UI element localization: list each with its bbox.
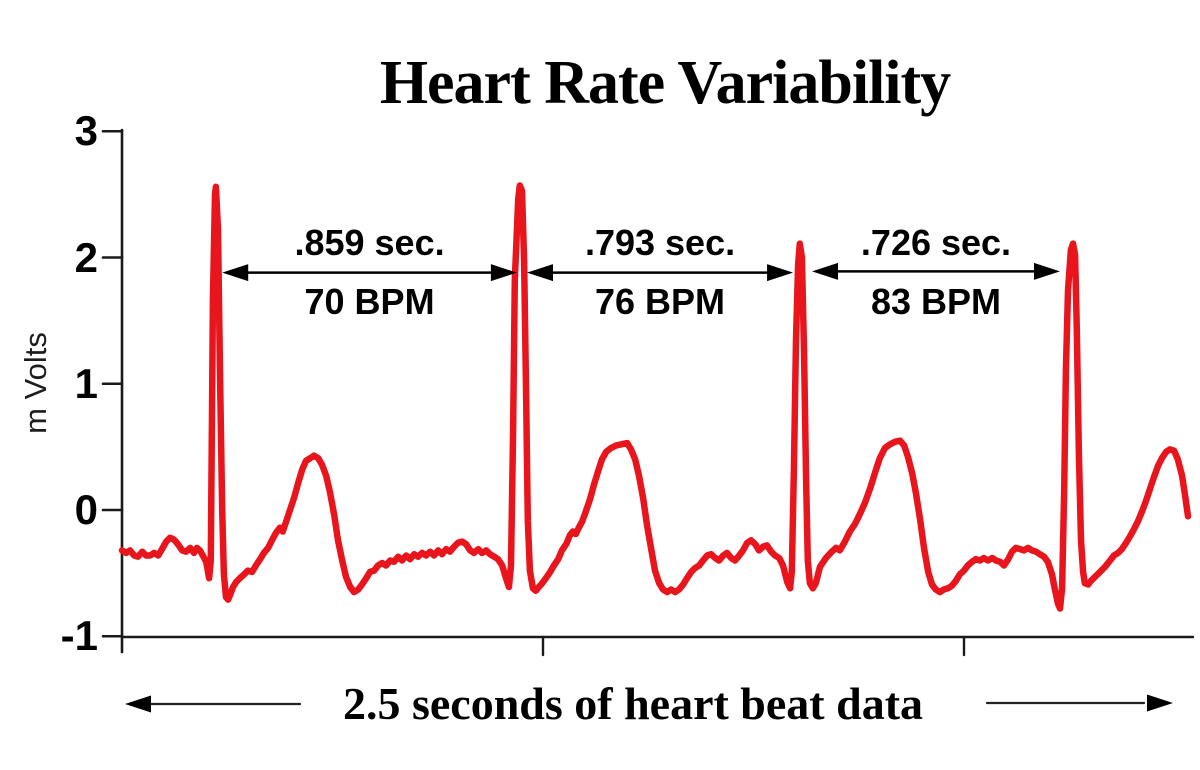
y-tick-label-1: 1 <box>74 359 98 407</box>
chart-title: Heart Rate Variability <box>379 49 951 117</box>
interval-sec-label: .726 sec. <box>860 222 1012 263</box>
y-tick-label-2: 2 <box>74 233 98 281</box>
bottom-left-arrow-head <box>125 695 151 713</box>
interval-sec-label: .859 sec. <box>294 222 445 263</box>
x-axis-caption: 2.5 seconds of heart beat data <box>342 678 924 729</box>
y-tick-label-3: 3 <box>74 107 98 155</box>
ecg-trace <box>118 182 1192 612</box>
interval-bpm-label: 76 BPM <box>595 281 726 322</box>
y-tick-label--1: -1 <box>60 612 98 660</box>
interval-bpm-label: 83 BPM <box>870 281 1002 322</box>
interval-bpm-label: 70 BPM <box>304 281 435 322</box>
bottom-right-arrow-head <box>1147 694 1173 712</box>
interval-arrow-heads <box>812 262 1060 280</box>
interval-sec-label: .793 sec. <box>584 222 736 263</box>
y-tick-label-0: 0 <box>74 486 98 533</box>
